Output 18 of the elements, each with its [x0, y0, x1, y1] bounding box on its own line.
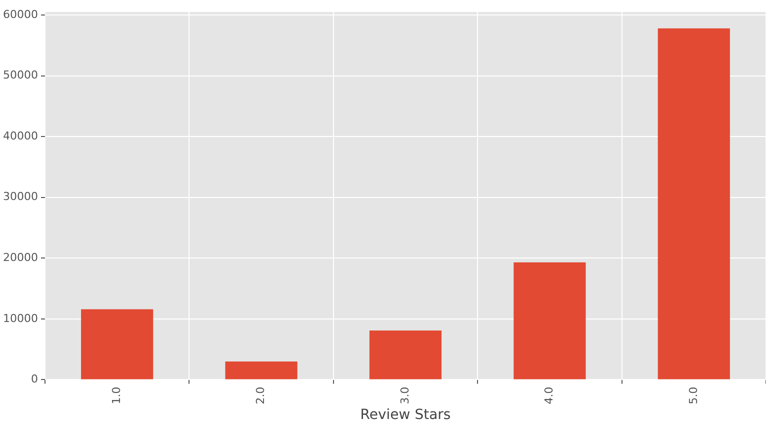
x-tick-label: 2.0	[254, 386, 268, 404]
y-tick-label: 40000	[2, 129, 38, 142]
y-tick-label: 50000	[2, 68, 38, 82]
bar	[369, 330, 442, 380]
x-tick-label: 3.0	[398, 386, 412, 404]
bar	[514, 262, 586, 380]
x-tick-label: 5.0	[686, 386, 700, 404]
x-axis-title: Review Stars	[360, 407, 451, 424]
y-tick-label: 10000	[2, 312, 38, 325]
y-tick-label: 0	[30, 372, 38, 386]
bar	[81, 309, 154, 380]
y-tick-label: 20000	[2, 251, 38, 264]
bar	[225, 361, 298, 380]
x-tick-label: 1.0	[110, 386, 123, 404]
bar	[658, 28, 730, 380]
y-tick-label: 60000	[2, 8, 38, 21]
x-tick-label: 4.0	[542, 386, 556, 404]
y-tick-label: 30000	[2, 190, 38, 204]
